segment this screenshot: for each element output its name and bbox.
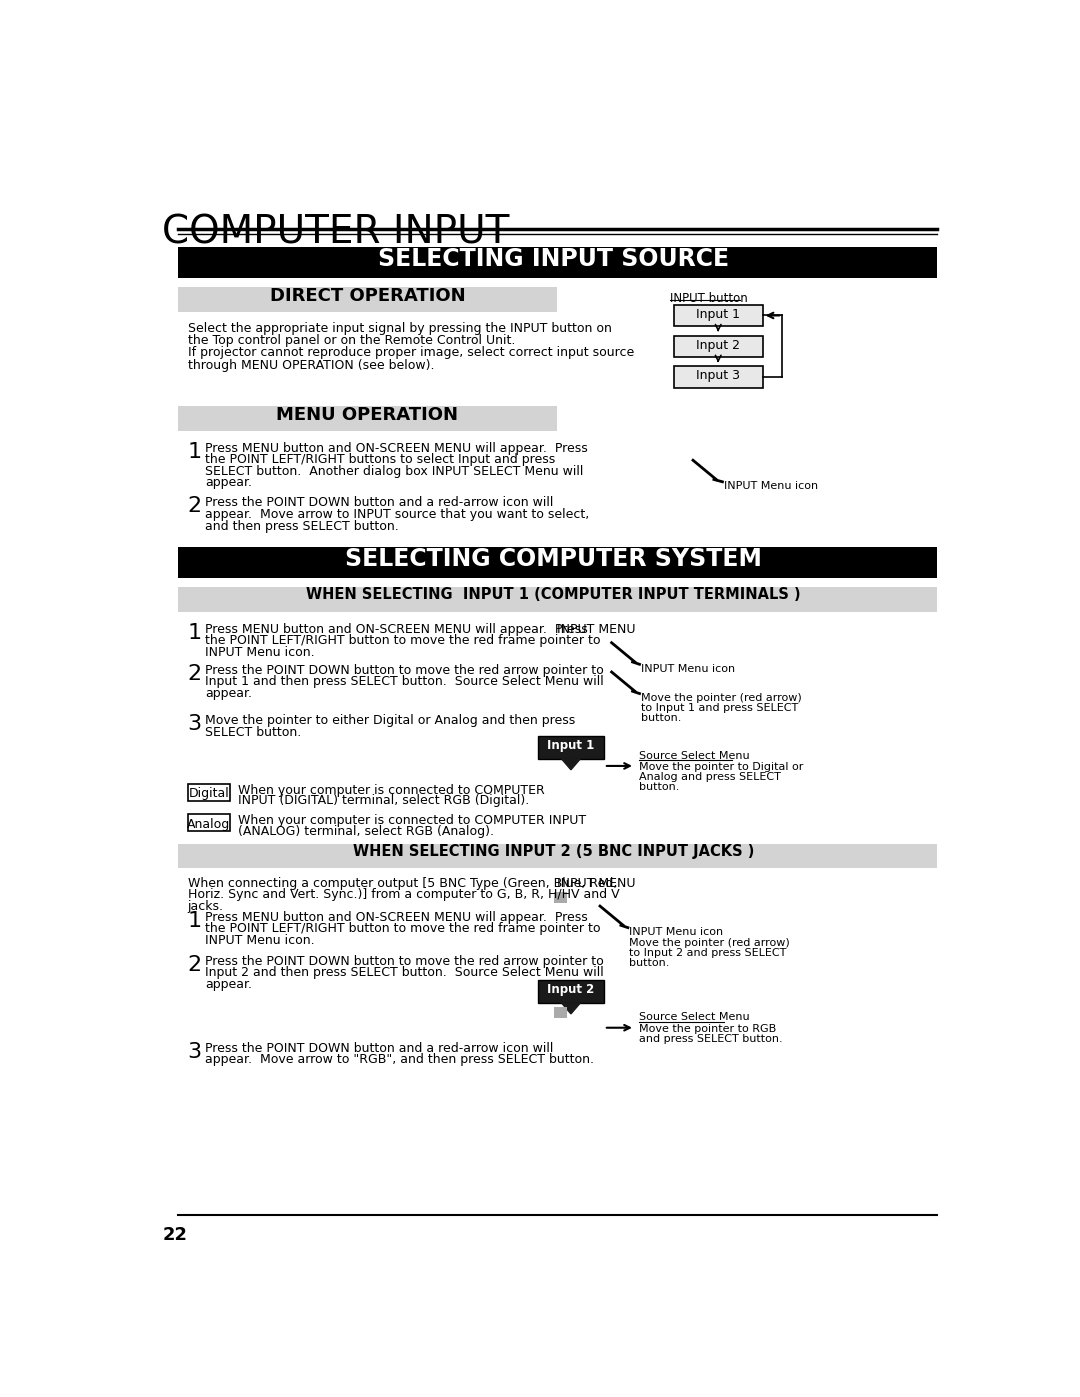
Text: and press SELECT button.: and press SELECT button. (638, 1034, 782, 1044)
Text: SELECTING COMPUTER SYSTEM: SELECTING COMPUTER SYSTEM (346, 548, 761, 571)
Text: 22: 22 (162, 1227, 187, 1245)
Text: Move the pointer (red arrow): Move the pointer (red arrow) (642, 693, 801, 703)
Text: When your computer is connected to COMPUTER: When your computer is connected to COMPU… (238, 784, 544, 796)
Text: INPUT Menu icon: INPUT Menu icon (630, 926, 724, 937)
Bar (674, 335, 762, 358)
Text: to Input 1 and press SELECT: to Input 1 and press SELECT (642, 703, 798, 712)
Text: Move the pointer (red arrow): Move the pointer (red arrow) (630, 937, 791, 947)
Bar (177, 247, 937, 278)
Text: Press MENU button and ON-SCREEN MENU will appear.  Press: Press MENU button and ON-SCREEN MENU wil… (205, 623, 588, 636)
Text: Input 2: Input 2 (548, 983, 595, 996)
Text: Horiz. Sync and Vert. Sync.)] from a computer to G, B, R, H/HV and V: Horiz. Sync and Vert. Sync.)] from a com… (188, 888, 619, 901)
Text: the Top control panel or on the Remote Control Unit.: the Top control panel or on the Remote C… (188, 334, 515, 346)
Text: 2: 2 (188, 954, 202, 975)
Text: Press the POINT DOWN button and a red-arrow icon will: Press the POINT DOWN button and a red-ar… (205, 496, 553, 510)
Text: to Input 2 and press SELECT: to Input 2 and press SELECT (630, 947, 787, 958)
Bar (538, 736, 604, 759)
Bar (538, 979, 604, 1003)
Text: INPUT MENU: INPUT MENU (557, 623, 636, 636)
Text: 1: 1 (188, 911, 202, 930)
Text: appear.: appear. (205, 476, 252, 489)
Bar (177, 548, 937, 578)
Text: If projector cannot reproduce proper image, select correct input source: If projector cannot reproduce proper ima… (188, 346, 634, 359)
Text: SELECT button.: SELECT button. (205, 726, 301, 739)
Text: button.: button. (642, 712, 681, 722)
Text: appear.: appear. (205, 978, 252, 990)
Text: 3: 3 (188, 714, 202, 735)
Text: INPUT Menu icon: INPUT Menu icon (642, 664, 735, 673)
Text: and then press SELECT button.: and then press SELECT button. (205, 520, 399, 532)
Text: appear.  Move arrow to INPUT source that you want to select,: appear. Move arrow to INPUT source that … (205, 509, 589, 521)
Text: Input 1: Input 1 (548, 739, 595, 752)
Text: WHEN SELECTING INPUT 2 (5 BNC INPUT JACKS ): WHEN SELECTING INPUT 2 (5 BNC INPUT JACK… (353, 844, 754, 859)
Text: button.: button. (638, 782, 679, 792)
Text: Input 1: Input 1 (697, 307, 740, 321)
Bar (177, 286, 557, 312)
Text: Press the POINT DOWN button and a red-arrow icon will: Press the POINT DOWN button and a red-ar… (205, 1042, 553, 1055)
Text: INPUT Menu icon.: INPUT Menu icon. (205, 645, 314, 659)
Text: appear.  Move arrow to "RGB", and then press SELECT button.: appear. Move arrow to "RGB", and then pr… (205, 1053, 594, 1066)
Bar (177, 844, 937, 869)
Text: through MENU OPERATION (see below).: through MENU OPERATION (see below). (188, 359, 434, 372)
Text: Press the POINT DOWN button to move the red arrow pointer to: Press the POINT DOWN button to move the … (205, 954, 604, 968)
Text: Source Select Menu: Source Select Menu (638, 1013, 750, 1023)
Text: Move the pointer to RGB: Move the pointer to RGB (638, 1024, 777, 1034)
Text: the POINT LEFT/RIGHT button to move the red frame pointer to: the POINT LEFT/RIGHT button to move the … (205, 922, 600, 935)
Bar (188, 784, 230, 800)
Text: button.: button. (630, 958, 670, 968)
Text: Select the appropriate input signal by pressing the INPUT button on: Select the appropriate input signal by p… (188, 321, 611, 335)
Text: MENU OPERATION: MENU OPERATION (276, 407, 459, 425)
Bar (177, 407, 557, 432)
Bar (674, 305, 762, 327)
Text: Analog and press SELECT: Analog and press SELECT (638, 773, 781, 782)
Text: (ANALOG) terminal, select RGB (Analog).: (ANALOG) terminal, select RGB (Analog). (238, 826, 494, 838)
Text: Input 1 and then press SELECT button.  Source Select Menu will: Input 1 and then press SELECT button. So… (205, 675, 604, 689)
Text: appear.: appear. (205, 686, 252, 700)
Text: INPUT Menu icon: INPUT Menu icon (724, 481, 819, 490)
Bar (554, 893, 567, 902)
Text: Press MENU button and ON-SCREEN MENU will appear.  Press: Press MENU button and ON-SCREEN MENU wil… (205, 911, 588, 923)
Text: INPUT MENU: INPUT MENU (557, 877, 636, 890)
Text: 1: 1 (188, 623, 202, 643)
Text: INPUT button: INPUT button (670, 292, 747, 306)
Text: WHEN SELECTING  INPUT 1 (COMPUTER INPUT TERMINALS ): WHEN SELECTING INPUT 1 (COMPUTER INPUT T… (307, 587, 800, 602)
Text: 2: 2 (188, 496, 202, 517)
Text: Digital: Digital (188, 787, 229, 799)
Text: Press MENU button and ON-SCREEN MENU will appear.  Press: Press MENU button and ON-SCREEN MENU wil… (205, 441, 588, 455)
Text: SELECT button.  Another dialog box INPUT SELECT Menu will: SELECT button. Another dialog box INPUT … (205, 465, 583, 478)
Text: Analog: Analog (187, 817, 230, 831)
Text: 1: 1 (188, 441, 202, 462)
Bar (554, 1007, 567, 1018)
Text: Source Select Menu: Source Select Menu (638, 750, 750, 760)
Text: Move the pointer to Digital or: Move the pointer to Digital or (638, 763, 804, 773)
Text: INPUT (DIGITAL) terminal, select RGB (Digital).: INPUT (DIGITAL) terminal, select RGB (Di… (238, 795, 529, 807)
Text: Input 3: Input 3 (697, 369, 740, 383)
Text: jacks.: jacks. (188, 900, 224, 912)
Text: Input 2 and then press SELECT button.  Source Select Menu will: Input 2 and then press SELECT button. So… (205, 967, 604, 979)
Bar (188, 814, 230, 831)
Bar (177, 587, 937, 612)
Polygon shape (562, 1003, 580, 1014)
Text: DIRECT OPERATION: DIRECT OPERATION (270, 286, 465, 305)
Text: 3: 3 (188, 1042, 202, 1062)
Bar (674, 366, 762, 388)
Polygon shape (562, 759, 580, 770)
Text: Press the POINT DOWN button to move the red arrow pointer to: Press the POINT DOWN button to move the … (205, 664, 604, 676)
Text: COMPUTER INPUT: COMPUTER INPUT (162, 214, 510, 251)
Text: Move the pointer to either Digital or Analog and then press: Move the pointer to either Digital or An… (205, 714, 575, 728)
Text: 2: 2 (188, 664, 202, 683)
Text: INPUT Menu icon.: INPUT Menu icon. (205, 933, 314, 947)
Text: When connecting a computer output [5 BNC Type (Green, Blue, Red,: When connecting a computer output [5 BNC… (188, 877, 617, 890)
Text: SELECTING INPUT SOURCE: SELECTING INPUT SOURCE (378, 247, 729, 271)
Text: When your computer is connected to COMPUTER INPUT: When your computer is connected to COMPU… (238, 814, 586, 827)
Text: the POINT LEFT/RIGHT buttons to select Input and press: the POINT LEFT/RIGHT buttons to select I… (205, 453, 555, 467)
Text: Input 2: Input 2 (697, 338, 740, 352)
Text: the POINT LEFT/RIGHT button to move the red frame pointer to: the POINT LEFT/RIGHT button to move the … (205, 634, 600, 647)
